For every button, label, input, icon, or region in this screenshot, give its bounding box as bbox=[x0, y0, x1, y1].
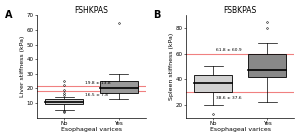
Text: 38.6 ± 37.6: 38.6 ± 37.6 bbox=[216, 96, 242, 100]
Title: FSHKPAS: FSHKPAS bbox=[75, 6, 109, 14]
FancyBboxPatch shape bbox=[45, 99, 83, 104]
FancyBboxPatch shape bbox=[100, 81, 138, 93]
Text: B: B bbox=[153, 10, 161, 20]
Text: 16.5 ± 7.8: 16.5 ± 7.8 bbox=[85, 93, 108, 97]
Y-axis label: Spleen stiffness (kPa): Spleen stiffness (kPa) bbox=[169, 33, 174, 100]
Text: A: A bbox=[5, 10, 12, 20]
FancyBboxPatch shape bbox=[248, 54, 286, 77]
X-axis label: Esophageal varices: Esophageal varices bbox=[210, 128, 271, 132]
Y-axis label: Liver stiffness (kPa): Liver stiffness (kPa) bbox=[20, 36, 26, 97]
FancyBboxPatch shape bbox=[194, 75, 232, 92]
Text: 19.8 ± 13.8: 19.8 ± 13.8 bbox=[85, 81, 111, 85]
Text: 61.8 ± 60.9: 61.8 ± 60.9 bbox=[216, 48, 242, 52]
X-axis label: Esophageal varices: Esophageal varices bbox=[61, 128, 122, 132]
Title: FSBKPAS: FSBKPAS bbox=[224, 6, 257, 14]
